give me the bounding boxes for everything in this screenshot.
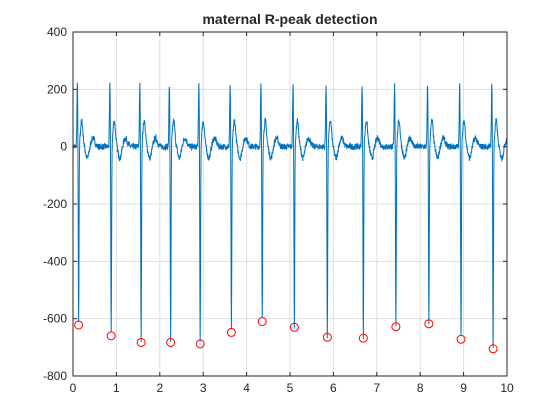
x-tick-label: 1 — [113, 381, 120, 395]
y-tick-label: -600 — [43, 312, 67, 326]
r-peak-marker — [136, 337, 146, 347]
y-axis-ticks: -800 -600 -400 -200 0 200 400 — [43, 25, 507, 383]
x-tick-label: 0 — [70, 381, 77, 395]
x-tick-label: 2 — [156, 381, 163, 395]
r-peak-marker — [195, 339, 205, 349]
r-peak-marker — [166, 337, 176, 347]
r-peak-marker — [456, 334, 466, 344]
r-peak-marker — [289, 322, 299, 332]
x-tick-label: 7 — [373, 381, 380, 395]
r-peak-marker — [226, 327, 236, 337]
r-peak-marker — [391, 322, 401, 332]
y-tick-label: 400 — [47, 25, 67, 39]
y-tick-label: -800 — [43, 369, 67, 383]
x-tick-label: 3 — [200, 381, 207, 395]
x-tick-label: 10 — [500, 381, 514, 395]
x-tick-label: 9 — [460, 381, 467, 395]
x-tick-label: 6 — [330, 381, 337, 395]
x-axis-ticks: 0 1 2 3 4 5 6 7 8 9 10 — [70, 32, 514, 395]
plot-area: 0 1 2 3 4 5 6 7 8 9 10 -800 -600 -400 -200 0 200 400 — [43, 25, 514, 395]
y-tick-label: 200 — [47, 82, 67, 96]
r-peak-marker — [106, 331, 116, 341]
ecg-signal-line — [72, 82, 508, 349]
r-peak-marker — [322, 332, 332, 342]
r-peak-markers — [74, 317, 498, 354]
y-tick-label: 0 — [60, 140, 67, 154]
ecg-signal — [72, 82, 508, 349]
r-peak-marker — [257, 317, 267, 327]
r-peak-marker — [488, 344, 498, 354]
x-tick-label: 4 — [243, 381, 250, 395]
x-tick-label: 5 — [287, 381, 294, 395]
r-peak-marker — [358, 333, 368, 343]
r-peak-marker — [74, 320, 84, 330]
r-peak-marker — [424, 319, 434, 329]
y-tick-label: -400 — [43, 254, 67, 268]
chart-title: maternal R-peak detection — [202, 11, 377, 27]
y-tick-label: -200 — [43, 197, 67, 211]
x-tick-label: 8 — [417, 381, 424, 395]
